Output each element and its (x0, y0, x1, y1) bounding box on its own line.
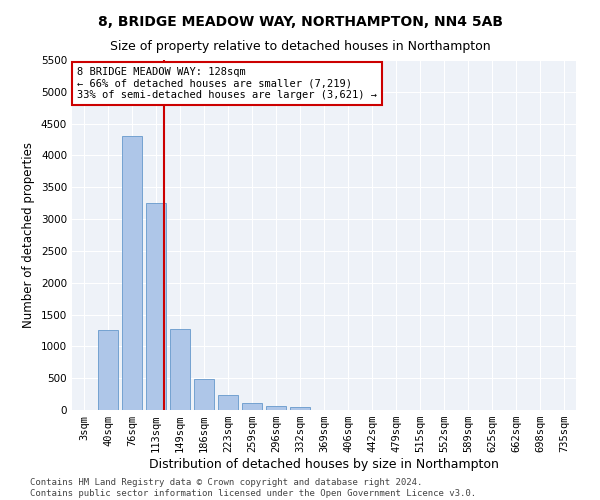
Bar (98, 330, 118, 410)
Bar (218, 396, 238, 410)
Bar (266, 406, 286, 410)
Bar (290, 406, 310, 410)
Text: Size of property relative to detached houses in Northampton: Size of property relative to detached ho… (110, 40, 490, 53)
Bar (122, 136, 142, 410)
Bar (146, 203, 166, 410)
Bar (170, 328, 190, 410)
Text: 8 BRIDGE MEADOW WAY: 128sqm
← 66% of detached houses are smaller (7,219)
33% of : 8 BRIDGE MEADOW WAY: 128sqm ← 66% of det… (77, 67, 377, 100)
Bar (194, 380, 214, 410)
Y-axis label: Number of detached properties: Number of detached properties (22, 142, 35, 328)
Text: 8, BRIDGE MEADOW WAY, NORTHAMPTON, NN4 5AB: 8, BRIDGE MEADOW WAY, NORTHAMPTON, NN4 5… (97, 15, 503, 29)
Text: Contains HM Land Registry data © Crown copyright and database right 2024.
Contai: Contains HM Land Registry data © Crown c… (30, 478, 476, 498)
Bar (242, 403, 262, 410)
X-axis label: Distribution of detached houses by size in Northampton: Distribution of detached houses by size … (149, 458, 499, 471)
